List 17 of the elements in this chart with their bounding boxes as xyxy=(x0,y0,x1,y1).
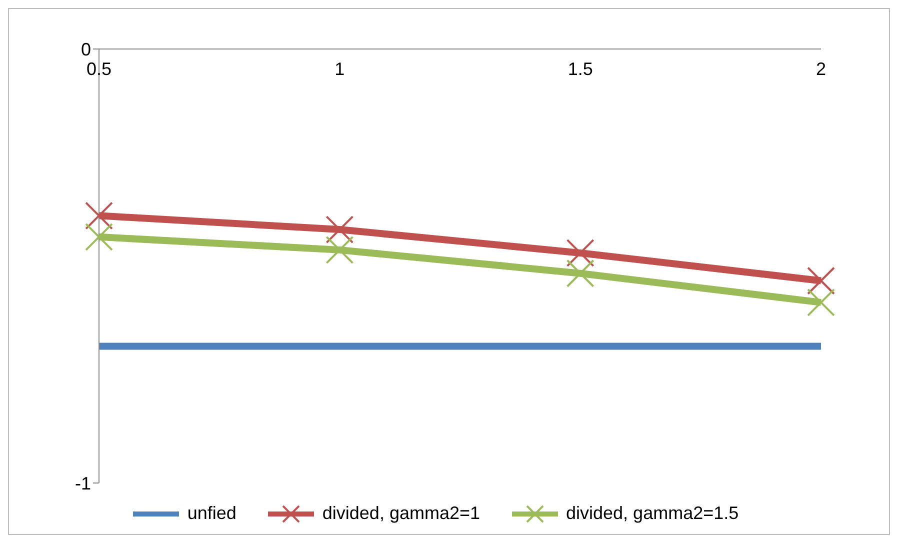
legend-label: unfied xyxy=(187,503,236,524)
legend-label: divided, gamma2=1.5 xyxy=(566,503,739,524)
x-tick-label: 2 xyxy=(816,59,826,79)
point xyxy=(85,222,113,251)
x-tick-label: 1 xyxy=(334,59,345,79)
x-tick-label: 1.5 xyxy=(568,59,593,79)
y-tick-label: -1 xyxy=(74,473,91,494)
point xyxy=(85,202,113,230)
point xyxy=(807,266,835,295)
point xyxy=(566,259,594,288)
point xyxy=(807,288,835,316)
point xyxy=(566,238,594,267)
x-tick-label: 0.5 xyxy=(86,59,112,79)
point xyxy=(326,236,354,264)
legend-label: divided, gamma2=1 xyxy=(322,503,480,524)
point xyxy=(326,216,354,244)
y-tick-label: 0 xyxy=(80,39,91,60)
